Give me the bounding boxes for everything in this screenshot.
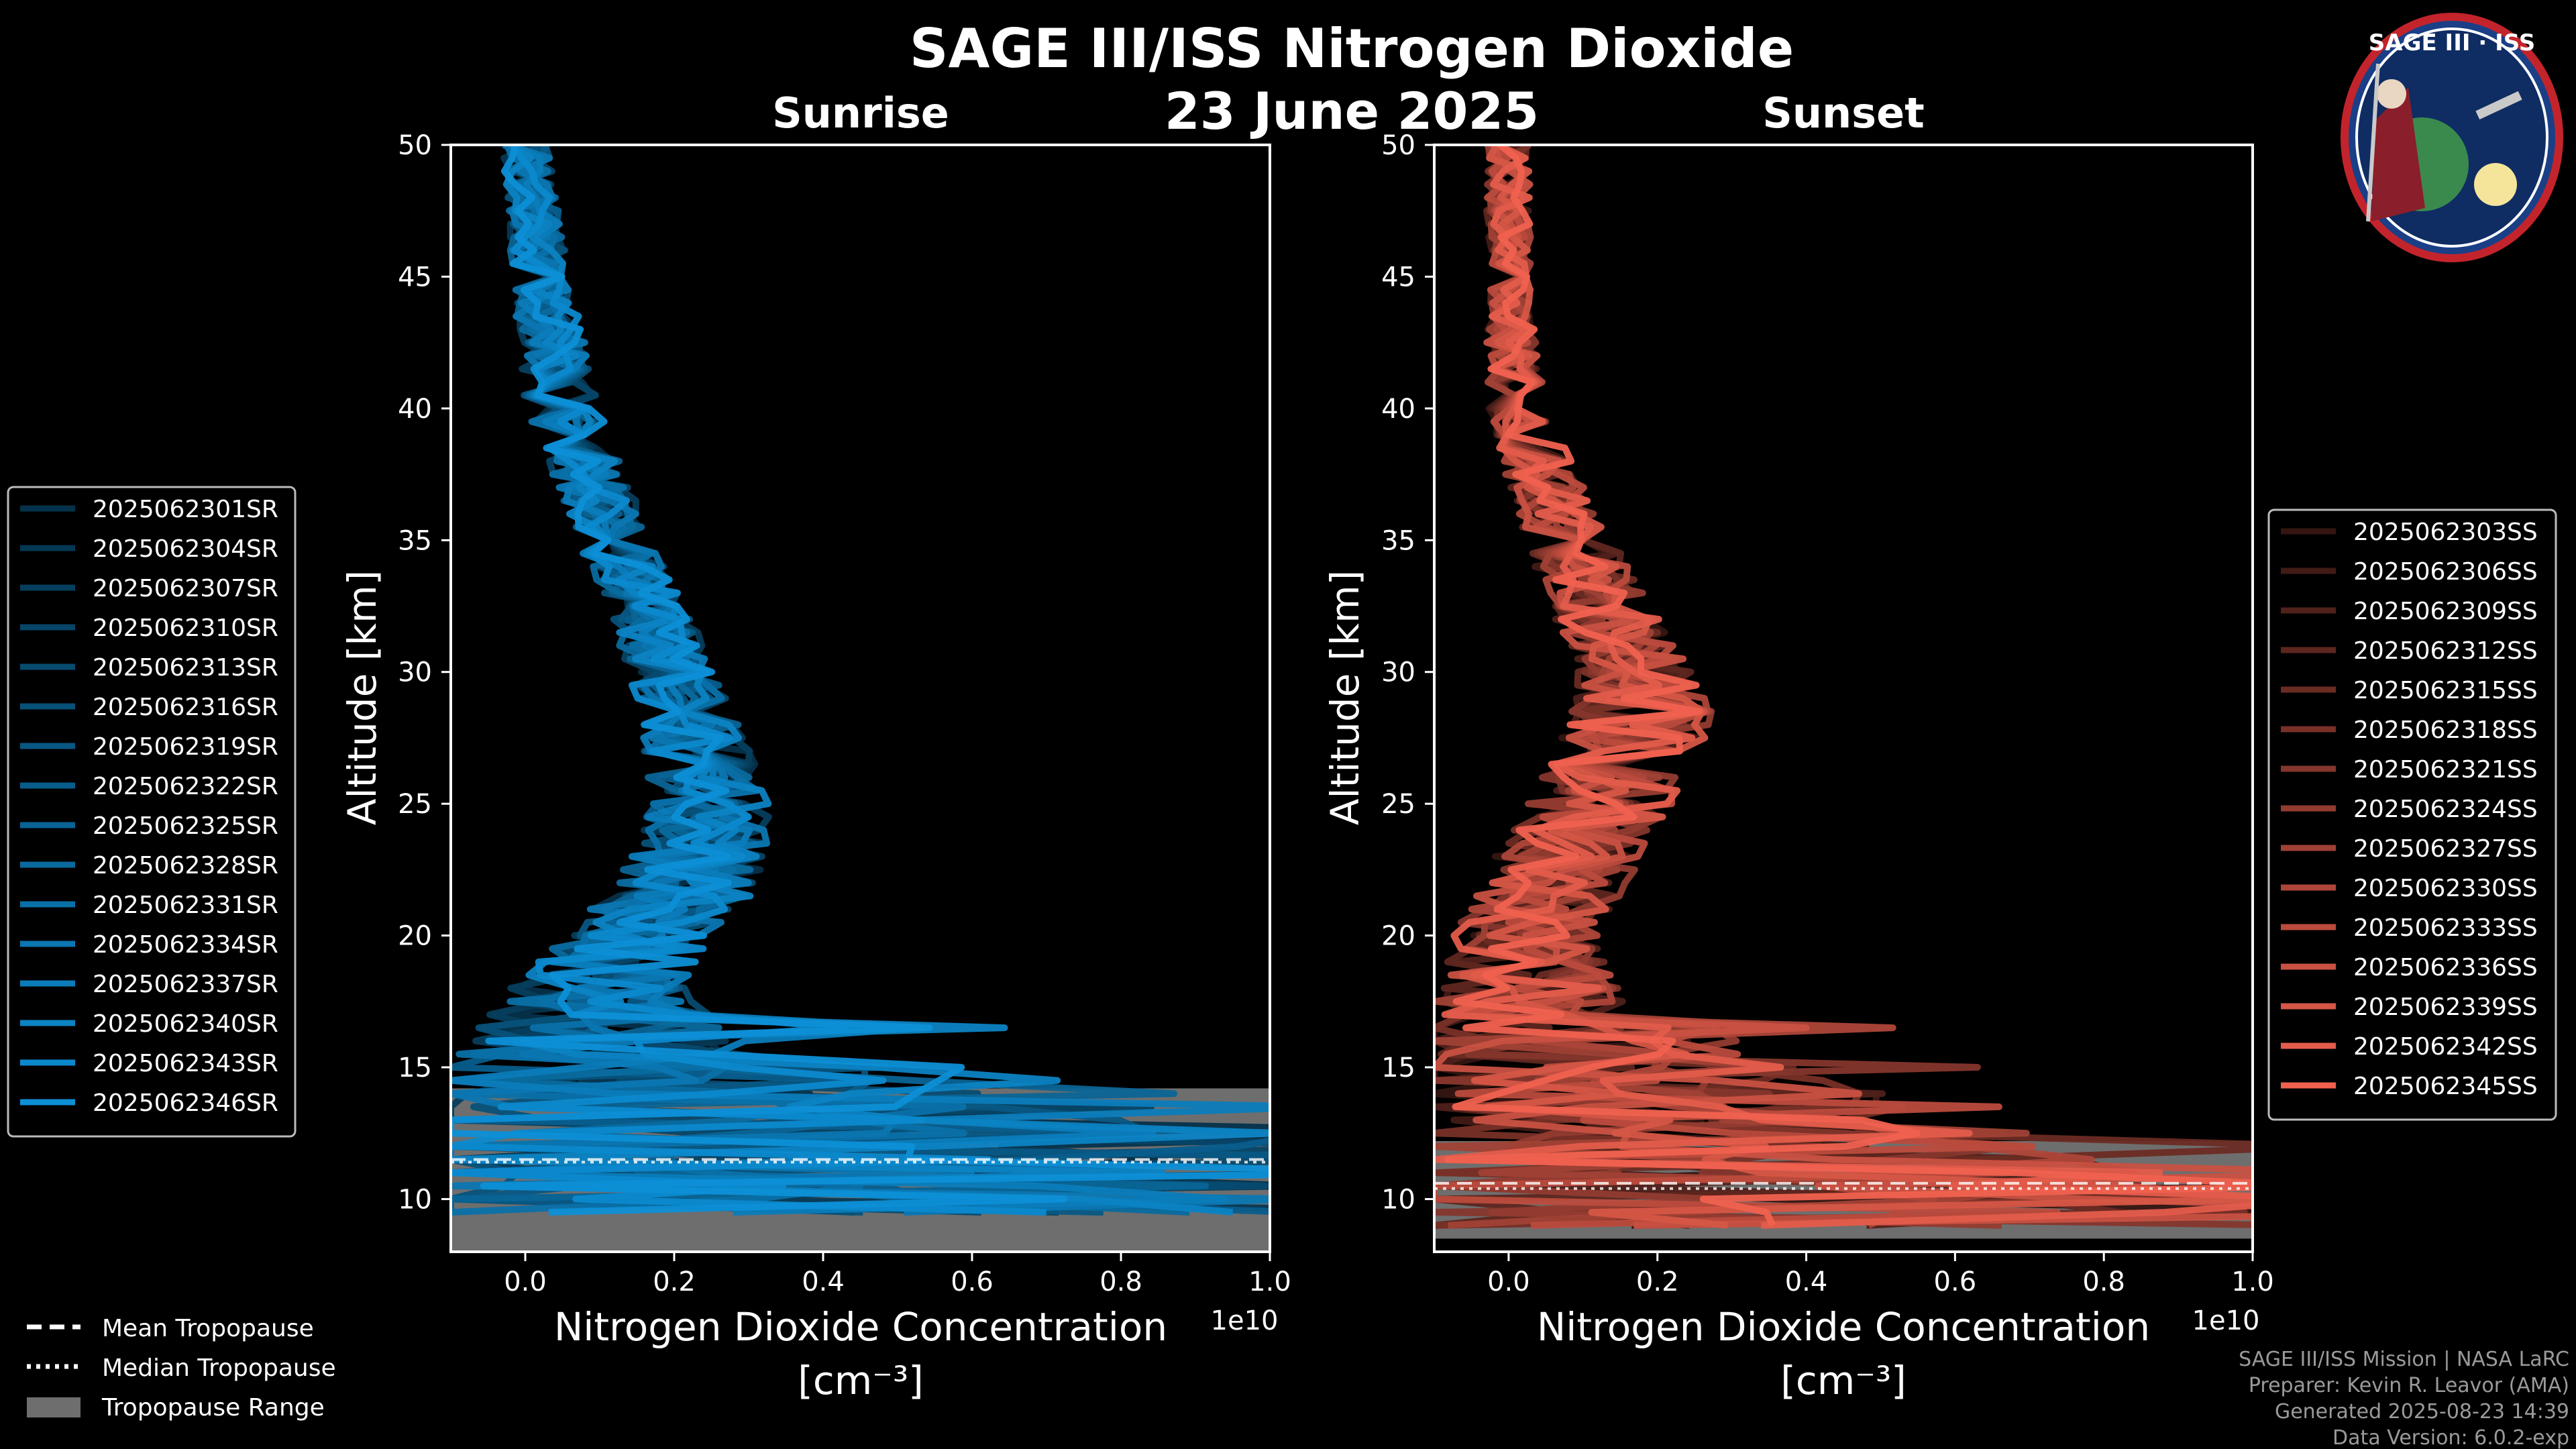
- profile-line-2025062345SS: [1444, 145, 2253, 1227]
- x-tick-label: 0.8: [1099, 1267, 1142, 1297]
- y-tick-label: 20: [1381, 921, 1415, 952]
- y-tick-label: 35: [1381, 525, 1415, 556]
- x-tick-label: 0.8: [2082, 1267, 2125, 1297]
- y-tick-label: 30: [398, 657, 432, 688]
- sunrise-xunits: [cm⁻³]: [798, 1358, 924, 1403]
- legend-frame: [2267, 508, 2557, 1121]
- mean-tropopause-label: Mean Tropopause: [102, 1315, 314, 1342]
- x-tick-label: 0.0: [504, 1267, 547, 1297]
- legend-entry: 2025062318SS: [2353, 716, 2538, 744]
- tropopause-legend: Mean Tropopause Median Tropopause Tropop…: [27, 1315, 336, 1421]
- legend-entry: 2025062340SR: [93, 1010, 278, 1038]
- sunset-xunits: [cm⁻³]: [1780, 1358, 1907, 1403]
- legend-entry: 2025062328SR: [93, 852, 278, 879]
- legend-entry: 2025062313SR: [93, 654, 278, 682]
- footer-mission: SAGE III/ISS Mission | NASA LaRC: [2239, 1348, 2569, 1371]
- figure-date: 23 June 2025: [1165, 81, 1539, 141]
- plot-frame: [449, 144, 1271, 1253]
- legend-entry: 2025062330SS: [2353, 875, 2538, 902]
- sunrise-ylabel: Altitude [km]: [339, 570, 385, 825]
- legend-entry: 2025062333SS: [2353, 914, 2538, 942]
- x-tick-label: 0.0: [1487, 1267, 1530, 1297]
- profile-line-2025062346SR: [451, 145, 1270, 1216]
- sunrise-panel-title: Sunrise: [772, 89, 949, 138]
- y-tick-label: 45: [398, 262, 432, 292]
- legend-entry: 2025062321SS: [2353, 756, 2538, 784]
- legend-entry: 2025062309SS: [2353, 598, 2538, 625]
- y-tick-label: 40: [398, 394, 432, 425]
- x-tick-label: 0.2: [653, 1267, 696, 1297]
- sunset-panel: 0.0 0.2 0.4 0.6 0.8 1.0 10 15 20 25 30 35 40 45 50: [1381, 130, 2274, 1297]
- y-tick-label: 10: [398, 1184, 432, 1215]
- y-tick-label: 40: [1381, 394, 1415, 425]
- legend-entry: 2025062336SS: [2353, 954, 2538, 981]
- legend-entry: 2025062331SR: [93, 892, 278, 919]
- logo-text: SAGE III · ISS: [2369, 30, 2535, 56]
- legend-entry: 2025062337SR: [93, 971, 278, 998]
- y-tick-label: 50: [398, 130, 432, 161]
- legend-entry: 2025062310SR: [93, 614, 278, 642]
- sunset-legend: 2025062303SS 2025062306SS 2025062309SS 2025…: [2267, 508, 2557, 1121]
- x-tick-label: 0.4: [802, 1267, 845, 1297]
- figure-title: SAGE III/ISS Nitrogen Dioxide: [910, 17, 1794, 80]
- sunset-ylabel: Altitude [km]: [1322, 570, 1368, 825]
- sunrise-x-scale: 1e10: [1211, 1305, 1279, 1336]
- x-tick-label: 0.6: [1934, 1267, 1977, 1297]
- sunset-x-scale: 1e10: [2192, 1305, 2260, 1336]
- x-tick-label: 0.2: [1636, 1267, 1679, 1297]
- legend-entry: 2025062334SR: [93, 931, 278, 959]
- sunset-panel-title: Sunset: [1762, 89, 1925, 138]
- legend-entry: 2025062342SS: [2353, 1033, 2538, 1061]
- sunrise-legend: 2025062301SR 2025062304SR 2025062307SR 2025…: [7, 486, 297, 1138]
- legend-entry: 2025062304SR: [93, 535, 278, 563]
- legend-entry: 2025062327SS: [2353, 835, 2538, 863]
- footer-preparer: Preparer: Kevin R. Leavor (AMA): [2249, 1374, 2569, 1397]
- y-tick-label: 10: [1381, 1184, 1415, 1215]
- legend-entry: 2025062345SS: [2353, 1073, 2538, 1100]
- footer-version: Data Version: 6.0.2-exp: [2332, 1426, 2569, 1449]
- legend-entry: 2025062307SR: [93, 575, 278, 602]
- legend-entry: 2025062315SS: [2353, 677, 2538, 704]
- y-tick-label: 50: [1381, 130, 1415, 161]
- median-tropopause-label: Median Tropopause: [102, 1354, 336, 1382]
- legend-entry: 2025062306SS: [2353, 558, 2538, 586]
- plot-frame: [1433, 144, 2254, 1253]
- x-tick-label: 0.6: [951, 1267, 994, 1297]
- profile-line-2025062333SS: [1434, 145, 2061, 1229]
- y-tick-label: 15: [1381, 1053, 1415, 1083]
- legend-entry: 2025062325SR: [93, 812, 278, 840]
- y-tick-label: 35: [398, 525, 432, 556]
- legend-entry: 2025062339SS: [2353, 994, 2538, 1021]
- legend-entry: 2025062301SR: [93, 496, 278, 523]
- sunrise-xlabel: Nitrogen Dioxide Concentration: [554, 1304, 1167, 1350]
- legend-entry: 2025062316SR: [93, 694, 278, 721]
- y-tick-label: 45: [1381, 262, 1415, 292]
- mission-patch-icon: SAGE III · ISS: [2341, 13, 2563, 262]
- legend-frame: [7, 486, 297, 1138]
- legend-entry: 2025062322SR: [93, 773, 278, 800]
- y-tick-label: 30: [1381, 657, 1415, 688]
- tropopause-range-label: Tropopause Range: [101, 1394, 325, 1421]
- tropopause-range-swatch: [27, 1397, 80, 1417]
- x-tick-label: 0.4: [1785, 1267, 1828, 1297]
- legend-entry: 2025062303SS: [2353, 519, 2538, 546]
- x-tick-label: 1.0: [1248, 1267, 1291, 1297]
- legend-entry: 2025062324SS: [2353, 796, 2538, 823]
- legend-entry: 2025062346SR: [93, 1089, 278, 1117]
- sunset-xlabel: Nitrogen Dioxide Concentration: [1537, 1304, 2150, 1350]
- profile-line-2025062342SS: [1434, 145, 2253, 1229]
- legend-entry: 2025062319SR: [93, 733, 278, 761]
- y-tick-label: 25: [398, 789, 432, 820]
- x-tick-label: 1.0: [2231, 1267, 2274, 1297]
- footer-generated: Generated 2025-08-23 14:39: [2275, 1400, 2569, 1424]
- legend-entry: 2025062343SR: [93, 1050, 278, 1077]
- legend-entry: 2025062312SS: [2353, 637, 2538, 665]
- sunrise-panel: 0.0 0.2 0.4 0.6 0.8 1.0 10 15 20 25 30 35 40 45 50: [398, 130, 1291, 1297]
- y-tick-label: 20: [398, 921, 432, 952]
- y-tick-label: 15: [398, 1053, 432, 1083]
- y-tick-label: 25: [1381, 789, 1415, 820]
